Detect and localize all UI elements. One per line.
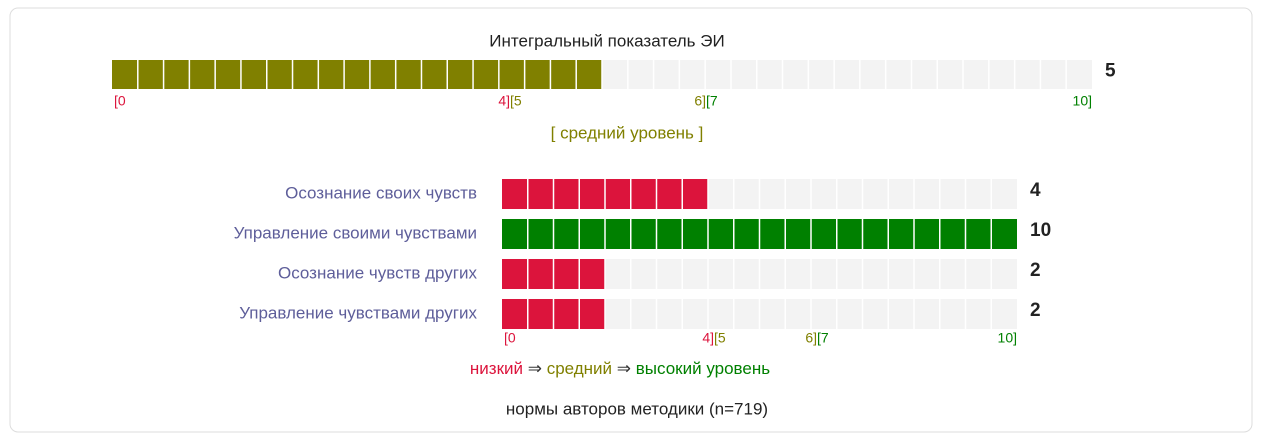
value-label: 10 [1030, 220, 1051, 241]
legend-item: низкий [470, 359, 523, 378]
value-label: 2 [1030, 260, 1041, 281]
chart-title: Интегральный показатель ЭИ [489, 31, 724, 50]
tick-label: [7 [817, 330, 829, 346]
legend: низкий ⇒ средний ⇒ высокий уровень [470, 359, 770, 378]
legend-separator: ⇒ [523, 359, 547, 378]
tick-label: 4] [702, 330, 714, 346]
tick-label: 6] [694, 93, 706, 109]
tick-label: [0 [504, 330, 516, 346]
value-label: 5 [1105, 61, 1116, 82]
category-label: Управление чувствами других [239, 303, 477, 322]
tick-label: [5 [510, 93, 522, 109]
legend-item: средний [547, 359, 612, 378]
tick-label: 4] [498, 93, 510, 109]
category-label: Осознание чувств других [278, 263, 477, 282]
total-level: [ средний уровень ] [551, 123, 704, 142]
legend-item: высокий уровень [636, 359, 770, 378]
legend-separator: ⇒ [612, 359, 636, 378]
tick-label: [5 [714, 330, 726, 346]
footnote: нормы авторов методики (n=719) [506, 399, 768, 418]
value-label: 2 [1030, 300, 1041, 321]
category-label: Управление своими чувствами [234, 223, 477, 242]
tick-label: 10] [1073, 93, 1092, 109]
tick-label: [7 [706, 93, 718, 109]
tick-label: 10] [998, 330, 1017, 346]
bar [112, 60, 602, 89]
category-label: Осознание своих чувств [285, 183, 477, 202]
tick-label: 6] [805, 330, 817, 346]
value-label: 4 [1030, 180, 1041, 201]
tick-label: [0 [114, 93, 126, 109]
